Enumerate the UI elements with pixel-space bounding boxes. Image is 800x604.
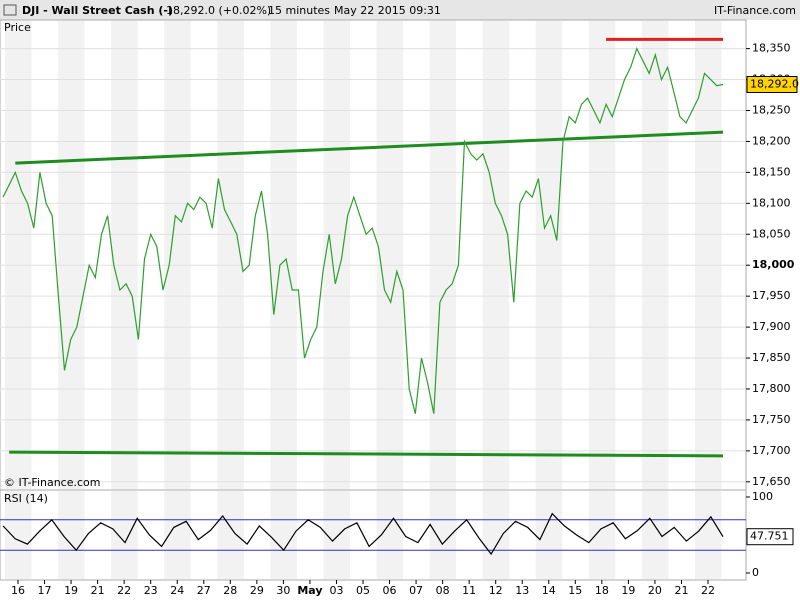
day-band [535, 21, 563, 489]
y-tick-label: 100 [752, 490, 773, 503]
x-tick-label: 07 [409, 584, 423, 597]
x-tick-label: 17 [38, 584, 52, 597]
day-band [5, 491, 32, 579]
day-band [270, 21, 297, 489]
x-tick-label: 23 [144, 584, 158, 597]
day-band [217, 21, 244, 489]
y-tick-label: 17,850 [752, 351, 791, 364]
day-band [111, 21, 138, 489]
x-tick-label: 13 [515, 584, 529, 597]
x-tick-label: 16 [11, 584, 25, 597]
day-band [164, 491, 191, 579]
day-band [323, 21, 350, 489]
day-band [695, 21, 722, 489]
price-line [2, 47, 724, 414]
x-tick-label: 24 [170, 584, 184, 597]
x-tick-label: 20 [648, 584, 662, 597]
x-tick-label: 21 [91, 584, 105, 597]
y-tick-label: 17,900 [752, 320, 791, 333]
day-band [429, 491, 457, 579]
day-band [588, 491, 616, 579]
symbol: DJI - Wall Street Cash (-) [22, 4, 173, 17]
day-band [429, 21, 457, 489]
y-tick-label: 17,650 [752, 475, 791, 488]
panel-label: Price [4, 21, 31, 34]
icon [3, 4, 17, 16]
y-tick-label: 17,950 [752, 289, 791, 302]
day-band [58, 21, 85, 489]
y-tick-label: 17,750 [752, 413, 791, 426]
y-tick-label: 18,000 [752, 258, 795, 271]
x-tick-label: 29 [250, 584, 264, 597]
rsi-line [2, 512, 724, 556]
x-tick-label: 08 [436, 584, 450, 597]
x-tick-label: 30 [276, 584, 290, 597]
y-tick-label: 17,800 [752, 382, 791, 395]
day-band [323, 491, 350, 579]
interval: 15 minutes [268, 4, 330, 17]
x-tick-label: 28 [223, 584, 237, 597]
last-value-box [746, 76, 798, 94]
y-tick-label: 18,150 [752, 165, 791, 178]
x-tick-label: 19 [64, 584, 78, 597]
x-tick-label: 22 [701, 584, 715, 597]
x-tick-label: 03 [329, 584, 343, 597]
y-tick-label: 0 [752, 566, 759, 579]
x-tick-label: 27 [197, 584, 211, 597]
x-tick-label: 05 [356, 584, 370, 597]
day-band [5, 21, 32, 489]
x-tick-label: 21 [674, 584, 688, 597]
x-tick-label: 12 [489, 584, 503, 597]
x-tick-label: 06 [383, 584, 397, 597]
day-band [270, 491, 297, 579]
day-band [535, 491, 563, 579]
trendline [15, 130, 724, 165]
day-band [695, 491, 722, 579]
day-band [641, 21, 669, 489]
day-band [217, 491, 244, 579]
quote: 18,292.0 (+0.02%) [166, 4, 271, 17]
x-tick-label: 14 [542, 584, 556, 597]
datetime: May 22 2015 09:31 [334, 4, 441, 17]
last-value-label: 18,292.0 [750, 78, 799, 91]
x-tick-label: 11 [462, 584, 476, 597]
day-band [58, 491, 85, 579]
day-band [588, 21, 616, 489]
trendline [9, 450, 724, 458]
last-value-box [746, 528, 794, 546]
source: IT-Finance.com [714, 4, 796, 17]
y-tick-label: 18,100 [752, 196, 791, 209]
day-band [482, 21, 510, 489]
y-tick-label: 17,700 [752, 444, 791, 457]
y-tick-label: 18,050 [752, 227, 791, 240]
x-tick-label: 15 [568, 584, 582, 597]
panel-label: RSI (14) [4, 492, 48, 505]
x-tick-label: 19 [621, 584, 635, 597]
day-band [111, 491, 138, 579]
x-tick-label: May [297, 584, 322, 597]
day-band [482, 491, 510, 579]
y-tick-label: 18,250 [752, 104, 791, 117]
x-tick-label: 22 [117, 584, 131, 597]
y-tick-label: 18,350 [752, 42, 791, 55]
day-band [376, 21, 404, 489]
watermark: © IT-Finance.com [4, 476, 101, 489]
header-bar [0, 0, 800, 20]
day-band [164, 21, 191, 489]
y-tick-label: 18,200 [752, 134, 791, 147]
x-tick-label: 18 [595, 584, 609, 597]
last-value-label: 47.751 [750, 530, 789, 543]
